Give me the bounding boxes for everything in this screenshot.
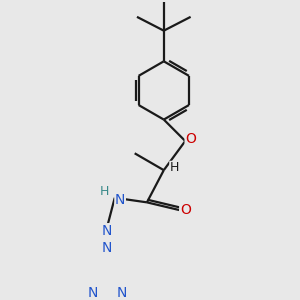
Text: O: O <box>180 203 191 217</box>
Text: N: N <box>88 286 98 300</box>
Text: O: O <box>185 132 196 146</box>
Text: N: N <box>116 286 127 300</box>
Text: N: N <box>102 241 112 255</box>
Text: H: H <box>100 185 110 198</box>
Text: H: H <box>170 161 179 174</box>
Text: N: N <box>115 193 125 207</box>
Text: N: N <box>102 224 112 238</box>
